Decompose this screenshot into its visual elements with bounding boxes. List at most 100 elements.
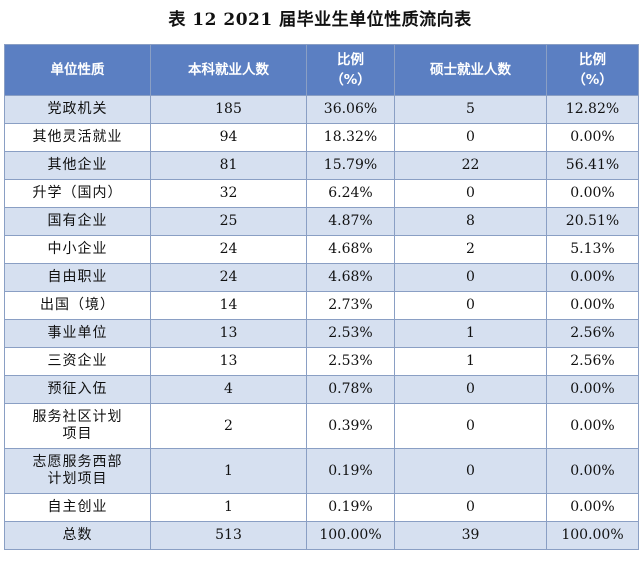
cell-master-count: 0 <box>394 123 547 152</box>
cell-master-percent: 20.51% <box>546 207 639 236</box>
cell-master-percent: 100.00% <box>546 521 639 550</box>
header-unit-type: 单位性质 <box>4 44 151 96</box>
cell-unit-type: 自主创业 <box>4 493 151 522</box>
cell-master-percent: 0.00% <box>546 123 639 152</box>
table-row: 中小企业 24 4.68% 2 5.13% <box>4 235 639 264</box>
cell-bachelor-count: 32 <box>150 179 307 208</box>
cell-unit-type-line: 三资企业 <box>47 353 108 369</box>
cell-master-percent: 0.00% <box>546 448 639 494</box>
cell-master-percent: 0.00% <box>546 493 639 522</box>
cell-unit-type: 预征入伍 <box>4 375 151 404</box>
cell-bachelor-percent: 4.68% <box>306 263 395 292</box>
cell-master-count: 0 <box>394 375 547 404</box>
cell-bachelor-count: 81 <box>150 151 307 180</box>
cell-master-count: 0 <box>394 291 547 320</box>
cell-master-percent: 56.41% <box>546 151 639 180</box>
cell-bachelor-percent: 100.00% <box>306 521 395 550</box>
table-header-row: 单位性质 本科就业人数 比例 （%） 硕士就业人数 比例 （%） <box>4 44 639 96</box>
cell-unit-type-line: 其他灵活就业 <box>32 129 123 145</box>
table-row: 志愿服务西部 计划项目 1 0.19% 0 0.00% <box>4 448 639 494</box>
cell-master-percent: 0.00% <box>546 375 639 404</box>
cell-master-percent: 2.56% <box>546 319 639 348</box>
header-master-percent-line2: （%） <box>572 72 613 88</box>
employment-destination-table: 单位性质 本科就业人数 比例 （%） 硕士就业人数 比例 （%） 党政机关 185… <box>4 44 639 550</box>
cell-bachelor-percent: 18.32% <box>306 123 395 152</box>
table-body: 党政机关 185 36.06% 5 12.82% 其他灵活就业 94 18.32% 0 0.00%… <box>4 95 639 550</box>
cell-unit-type: 国有企业 <box>4 207 151 236</box>
cell-unit-type: 党政机关 <box>4 95 151 124</box>
cell-master-percent: 0.00% <box>546 403 639 449</box>
cell-bachelor-count: 2 <box>150 403 307 449</box>
cell-bachelor-count: 1 <box>150 493 307 522</box>
cell-unit-type-line: 出国（境） <box>40 297 115 313</box>
cell-master-percent: 12.82% <box>546 95 639 124</box>
table-row: 自由职业 24 4.68% 0 0.00% <box>4 263 639 292</box>
cell-bachelor-count: 4 <box>150 375 307 404</box>
cell-bachelor-count: 14 <box>150 291 307 320</box>
cell-master-count: 1 <box>394 347 547 376</box>
cell-bachelor-percent: 0.19% <box>306 493 395 522</box>
cell-unit-type-line: 国有企业 <box>47 213 108 229</box>
cell-unit-type-line: 项目 <box>62 426 93 442</box>
table-row: 升学（国内） 32 6.24% 0 0.00% <box>4 179 639 208</box>
table-row: 总数 513 100.00% 39 100.00% <box>4 521 639 550</box>
cell-master-count: 0 <box>394 263 547 292</box>
cell-master-percent: 0.00% <box>546 263 639 292</box>
cell-unit-type: 事业单位 <box>4 319 151 348</box>
cell-bachelor-count: 24 <box>150 263 307 292</box>
cell-master-count: 0 <box>394 179 547 208</box>
cell-bachelor-percent: 4.87% <box>306 207 395 236</box>
cell-master-count: 39 <box>394 521 547 550</box>
cell-bachelor-percent: 2.53% <box>306 319 395 348</box>
cell-bachelor-count: 185 <box>150 95 307 124</box>
cell-master-percent: 0.00% <box>546 291 639 320</box>
cell-unit-type-line: 党政机关 <box>47 101 108 117</box>
cell-bachelor-percent: 4.68% <box>306 235 395 264</box>
cell-master-count: 5 <box>394 95 547 124</box>
cell-unit-type-line: 总数 <box>62 527 93 543</box>
header-bachelor-count: 本科就业人数 <box>150 44 307 96</box>
cell-unit-type: 总数 <box>4 521 151 550</box>
cell-master-count: 1 <box>394 319 547 348</box>
cell-bachelor-percent: 2.73% <box>306 291 395 320</box>
cell-bachelor-count: 513 <box>150 521 307 550</box>
cell-unit-type-line: 志愿服务西部 <box>32 454 123 470</box>
table-row: 国有企业 25 4.87% 8 20.51% <box>4 207 639 236</box>
cell-bachelor-count: 24 <box>150 235 307 264</box>
cell-unit-type: 出国（境） <box>4 291 151 320</box>
cell-bachelor-count: 25 <box>150 207 307 236</box>
cell-bachelor-count: 13 <box>150 347 307 376</box>
table-row: 三资企业 13 2.53% 1 2.56% <box>4 347 639 376</box>
table-title: 表 12 2021 届毕业生单位性质流向表 <box>168 10 472 30</box>
cell-unit-type: 其他灵活就业 <box>4 123 151 152</box>
cell-master-count: 2 <box>394 235 547 264</box>
cell-unit-type: 志愿服务西部 计划项目 <box>4 448 151 494</box>
cell-bachelor-percent: 2.53% <box>306 347 395 376</box>
cell-master-count: 0 <box>394 448 547 494</box>
cell-unit-type-line: 计划项目 <box>47 471 108 487</box>
cell-bachelor-percent: 6.24% <box>306 179 395 208</box>
cell-bachelor-count: 1 <box>150 448 307 494</box>
cell-unit-type-line: 预征入伍 <box>47 381 108 397</box>
cell-bachelor-count: 94 <box>150 123 307 152</box>
cell-unit-type: 三资企业 <box>4 347 151 376</box>
cell-unit-type-line: 事业单位 <box>47 325 108 341</box>
cell-bachelor-count: 13 <box>150 319 307 348</box>
cell-unit-type-line: 其他企业 <box>47 157 108 173</box>
cell-master-count: 0 <box>394 493 547 522</box>
cell-master-percent: 2.56% <box>546 347 639 376</box>
cell-master-percent: 0.00% <box>546 179 639 208</box>
header-master-percent-line1: 比例 <box>579 52 606 68</box>
cell-unit-type: 自由职业 <box>4 263 151 292</box>
cell-master-count: 8 <box>394 207 547 236</box>
cell-unit-type: 中小企业 <box>4 235 151 264</box>
cell-bachelor-percent: 36.06% <box>306 95 395 124</box>
cell-unit-type: 升学（国内） <box>4 179 151 208</box>
header-bachelor-percent-line1: 比例 <box>337 52 364 68</box>
table-row: 其他企业 81 15.79% 22 56.41% <box>4 151 639 180</box>
cell-unit-type-line: 中小企业 <box>47 241 108 257</box>
table-row: 党政机关 185 36.06% 5 12.82% <box>4 95 639 124</box>
table-row: 事业单位 13 2.53% 1 2.56% <box>4 319 639 348</box>
cell-bachelor-percent: 0.19% <box>306 448 395 494</box>
